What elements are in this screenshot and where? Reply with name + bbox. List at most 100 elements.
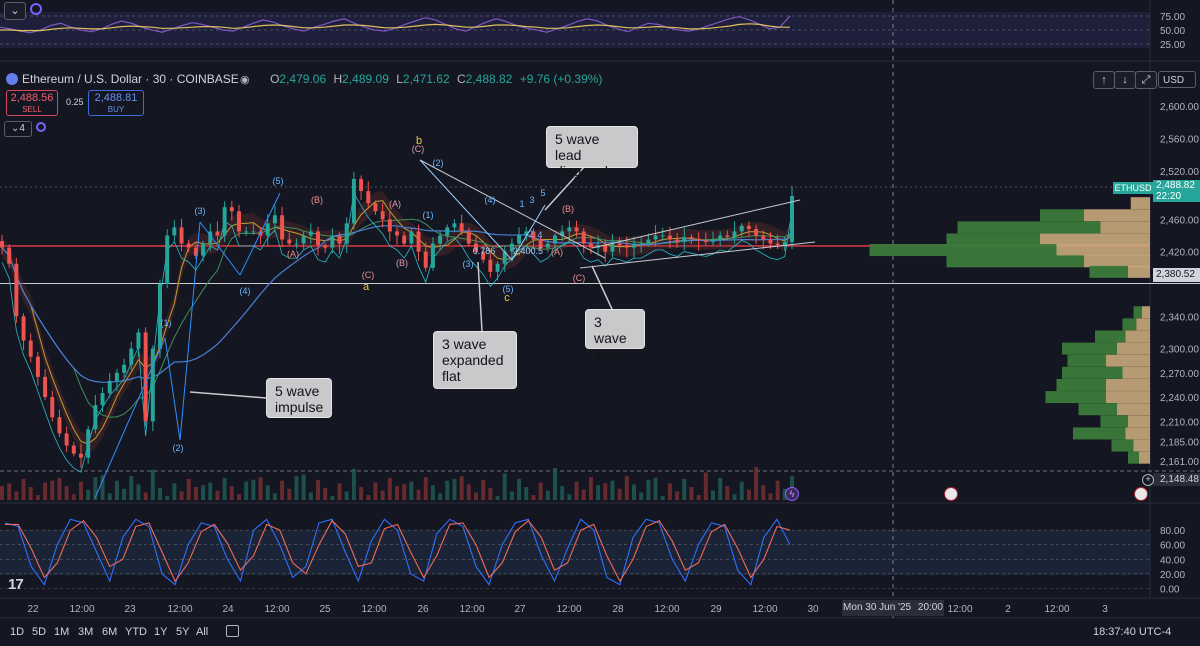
- volume-bar: [682, 478, 687, 500]
- fullscreen-button[interactable]: ⤢: [1135, 71, 1157, 89]
- price-tick-label: 2,240.00: [1160, 393, 1199, 404]
- volume-bar: [258, 477, 263, 500]
- wave-label: 1: [519, 199, 524, 209]
- volume-bar: [474, 492, 478, 500]
- candle-body: [129, 348, 134, 365]
- symbol-title[interactable]: Ethereum / U.S. Dollar · 30 · COINBASE: [22, 72, 239, 86]
- candle-body: [14, 263, 19, 317]
- wave-line: [511, 204, 546, 261]
- timeframe-3m[interactable]: 3M: [78, 626, 94, 638]
- timeframe-1y[interactable]: 1Y: [154, 626, 168, 638]
- time-tick-label: 12:00: [654, 604, 679, 615]
- candle-body: [459, 223, 464, 232]
- volume-bar: [667, 483, 672, 500]
- volume-bar: [739, 481, 744, 500]
- currency-select[interactable]: USD: [1158, 71, 1196, 88]
- candle-body: [452, 223, 457, 228]
- wave-label: (A): [287, 249, 299, 259]
- settings-icon[interactable]: [36, 122, 46, 132]
- volume-bar: [675, 491, 680, 500]
- volume-bar: [689, 487, 694, 500]
- wave-label: c: [504, 292, 510, 304]
- candle-body: [660, 235, 665, 237]
- candle-body: [114, 372, 119, 381]
- candle-body: [93, 405, 98, 430]
- eye-icon[interactable]: ◉: [240, 74, 250, 86]
- arrow-down-icon: ↓: [1122, 74, 1128, 86]
- volume-bar: [337, 483, 342, 500]
- scroll-down-button[interactable]: ↓: [1114, 71, 1136, 89]
- volume-bar: [373, 482, 378, 500]
- timeframe-5y[interactable]: 5Y: [176, 626, 190, 638]
- volume-profile-sell-bar: [1117, 342, 1150, 355]
- tradingview-logo: 17: [8, 576, 24, 593]
- volume-bar: [538, 482, 543, 500]
- volume-bar: [344, 491, 349, 500]
- candle-body: [7, 247, 12, 264]
- candle-body: [768, 239, 773, 244]
- stoch-band: [0, 530, 1150, 575]
- volume-bar: [351, 468, 356, 500]
- timeframe-6m[interactable]: 6M: [102, 626, 118, 638]
- stoch-tick-label: 0.00: [1160, 584, 1180, 595]
- scroll-up-button[interactable]: ↑: [1093, 71, 1115, 89]
- collapse-pane-button[interactable]: ⌄: [4, 2, 26, 20]
- callout-abc[interactable]: 3 wave abc: [585, 309, 645, 362]
- channel-line: [579, 241, 816, 269]
- wave-label: (5): [273, 176, 284, 186]
- callout-pointer: [189, 391, 267, 399]
- open-value: 2,479.06: [279, 72, 327, 86]
- us-flag-icon[interactable]: [1134, 487, 1148, 501]
- candle-body: [136, 332, 141, 349]
- volume-bar: [28, 487, 33, 500]
- candle-body: [466, 231, 471, 244]
- timeframe-1d[interactable]: 1D: [10, 626, 25, 638]
- callout-lead-diagonal[interactable]: 5 wave lead diagonal: [546, 126, 638, 179]
- candle-body: [359, 178, 364, 192]
- volume-profile-buy-bar: [1089, 265, 1128, 278]
- volume-bar: [553, 468, 557, 500]
- buy-button[interactable]: 2,488.81 BUY: [88, 90, 144, 116]
- calendar-icon[interactable]: [226, 625, 239, 637]
- timeframe-5d[interactable]: 5D: [32, 626, 47, 638]
- volume-bar: [57, 478, 62, 500]
- volume-bar: [646, 479, 651, 500]
- candle-body: [330, 235, 335, 248]
- candle-body: [366, 191, 371, 204]
- volume-profile-sell-bar: [1106, 354, 1150, 367]
- wave-label: (A): [551, 247, 563, 257]
- arrow-up-icon: ↑: [1101, 74, 1107, 86]
- timeframe-1m[interactable]: 1M: [54, 626, 70, 638]
- volume-bar: [186, 478, 191, 500]
- volume-bar: [64, 486, 69, 500]
- candle-body: [517, 235, 522, 244]
- stoch-tick-label: 80.00: [1160, 526, 1185, 537]
- candle-body: [287, 239, 292, 244]
- volume-bar: [272, 493, 277, 500]
- us-flag-icon[interactable]: [944, 487, 958, 501]
- callout-expanded-flat[interactable]: 3 wave expanded flat: [433, 331, 517, 389]
- sell-button[interactable]: 2,488.56 SELL: [6, 90, 58, 116]
- candle-body: [215, 231, 220, 236]
- callout-impulse[interactable]: 5 wave impulse: [266, 378, 332, 418]
- indicator-icon[interactable]: [30, 3, 42, 15]
- time-tick-label: 28: [612, 604, 624, 615]
- candle-body: [158, 283, 162, 349]
- volume-bar: [624, 476, 629, 500]
- volume-profile-sell-bar: [1128, 265, 1150, 278]
- wave-label: (1): [161, 318, 172, 328]
- add-alert-icon[interactable]: +: [1142, 474, 1154, 486]
- price-tick-label: 2,210.00: [1160, 417, 1199, 428]
- wave-label: (2): [433, 158, 444, 168]
- volume-profile-sell-bar: [1125, 427, 1150, 440]
- sell-label: SELL: [22, 105, 42, 114]
- wave-line: [179, 221, 201, 441]
- lightning-icon[interactable]: ϟ: [785, 487, 799, 501]
- candle-body: [308, 231, 313, 236]
- indicators-toggle[interactable]: ⌄4: [4, 121, 32, 137]
- candle-body: [445, 227, 450, 236]
- timeframe-ytd[interactable]: YTD: [125, 626, 147, 638]
- timeframe-all[interactable]: All: [196, 626, 209, 638]
- price-tick-label: 2,520.00: [1160, 167, 1199, 178]
